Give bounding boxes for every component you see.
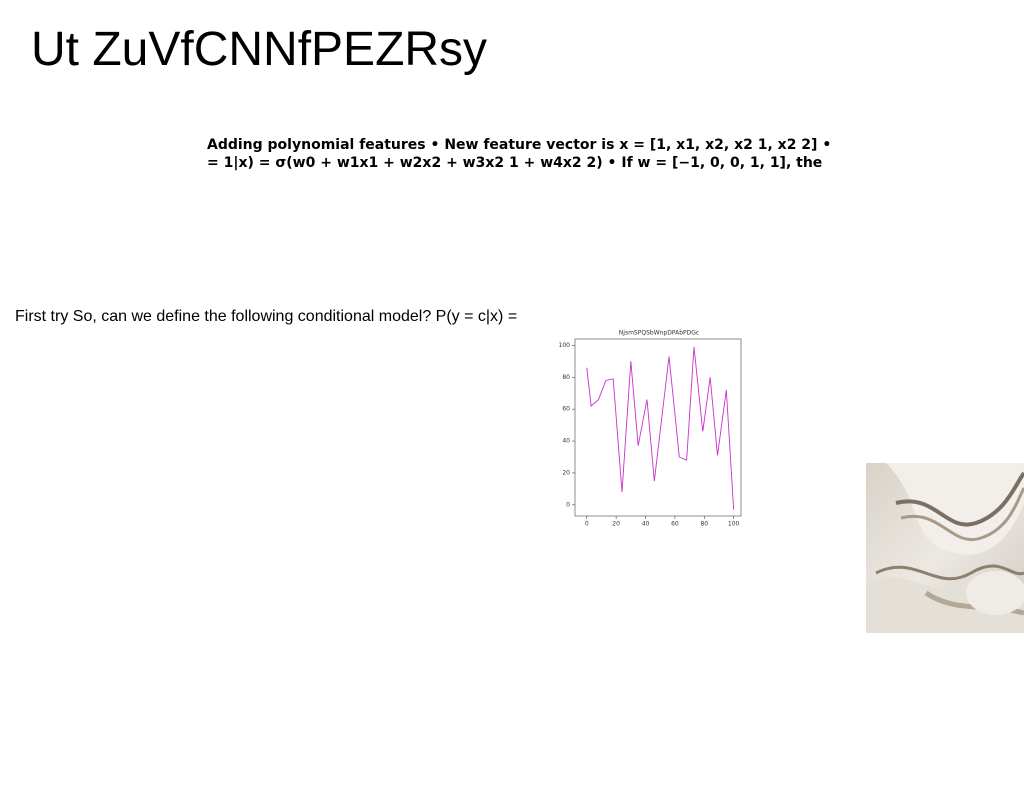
y-tick-label: 0 bbox=[566, 501, 570, 508]
y-tick-label: 100 bbox=[559, 342, 571, 349]
x-tick-label: 60 bbox=[671, 521, 679, 528]
decorative-image bbox=[866, 463, 1024, 633]
text-line: Adding polynomial features • New feature… bbox=[207, 137, 832, 153]
y-tick-label: 80 bbox=[562, 374, 570, 381]
y-tick-label: 60 bbox=[562, 406, 570, 413]
slide-title: Ut ZuVfCNNfPEZRsy bbox=[31, 23, 488, 76]
x-tick-label: 20 bbox=[612, 521, 620, 528]
x-tick-label: 40 bbox=[642, 521, 650, 528]
x-tick-label: 0 bbox=[585, 521, 589, 528]
y-tick-label: 40 bbox=[562, 438, 570, 445]
text-line: = 1|x) = σ(w0 + w1x1 + w2x2 + w3x2 1 + w… bbox=[207, 155, 823, 171]
text-block: Adding polynomial features • New feature… bbox=[207, 136, 831, 172]
y-tick-label: 20 bbox=[562, 469, 570, 476]
x-tick-label: 100 bbox=[728, 521, 740, 528]
x-tick-label: 80 bbox=[700, 521, 708, 528]
chart-title: NjsmSPQSbWnpDPAbPDGc bbox=[619, 330, 699, 337]
caption: First try So, can we define the followin… bbox=[15, 308, 518, 325]
plot-frame bbox=[574, 338, 742, 517]
line-series bbox=[586, 346, 735, 510]
chart: NjsmSPQSbWnpDPAbPDGc 0 20 40 60 80 100 0 20 40 60… bbox=[559, 330, 742, 528]
